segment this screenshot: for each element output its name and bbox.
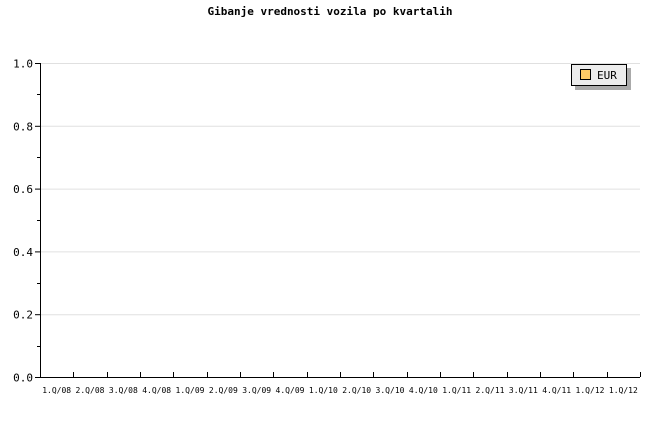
y-tick-label: 0.4 bbox=[13, 246, 33, 259]
y-tick-label: 0.2 bbox=[13, 309, 33, 322]
y-tick-label: 0.6 bbox=[13, 183, 33, 196]
x-tick-label: 4.Q/11 bbox=[542, 386, 571, 395]
x-tick-label: 4.Q/09 bbox=[276, 386, 305, 395]
legend-label: EUR bbox=[597, 69, 617, 82]
x-tick-label: 1.Q/12 bbox=[609, 386, 638, 395]
x-tick-label: 3.Q/08 bbox=[109, 386, 138, 395]
x-tick-label: 1.Q/10 bbox=[309, 386, 338, 395]
x-tick-label: 4.Q/10 bbox=[409, 386, 438, 395]
x-tick-label: 2.Q/08 bbox=[76, 386, 105, 395]
x-tick-label: 2.Q/11 bbox=[476, 386, 505, 395]
y-tick-label: 0.0 bbox=[13, 372, 33, 385]
y-tick-label: 0.8 bbox=[13, 120, 33, 133]
x-tick-label: 1.Q/11 bbox=[442, 386, 471, 395]
x-tick-label: 3.Q/09 bbox=[242, 386, 271, 395]
chart-title: Gibanje vrednosti vozila po kvartalih bbox=[207, 5, 452, 18]
x-tick-label: 3.Q/10 bbox=[376, 386, 405, 395]
x-tick-label: 3.Q/11 bbox=[509, 386, 538, 395]
x-tick-label: 1.Q/12 bbox=[576, 386, 605, 395]
x-tick-label: 2.Q/09 bbox=[209, 386, 238, 395]
legend-swatch bbox=[580, 69, 591, 80]
y-tick-label: 1.0 bbox=[13, 58, 33, 71]
x-tick-label: 4.Q/08 bbox=[142, 386, 171, 395]
x-tick-label: 1.Q/08 bbox=[42, 386, 71, 395]
x-tick-label: 1.Q/09 bbox=[176, 386, 205, 395]
x-tick-label: 2.Q/10 bbox=[342, 386, 371, 395]
